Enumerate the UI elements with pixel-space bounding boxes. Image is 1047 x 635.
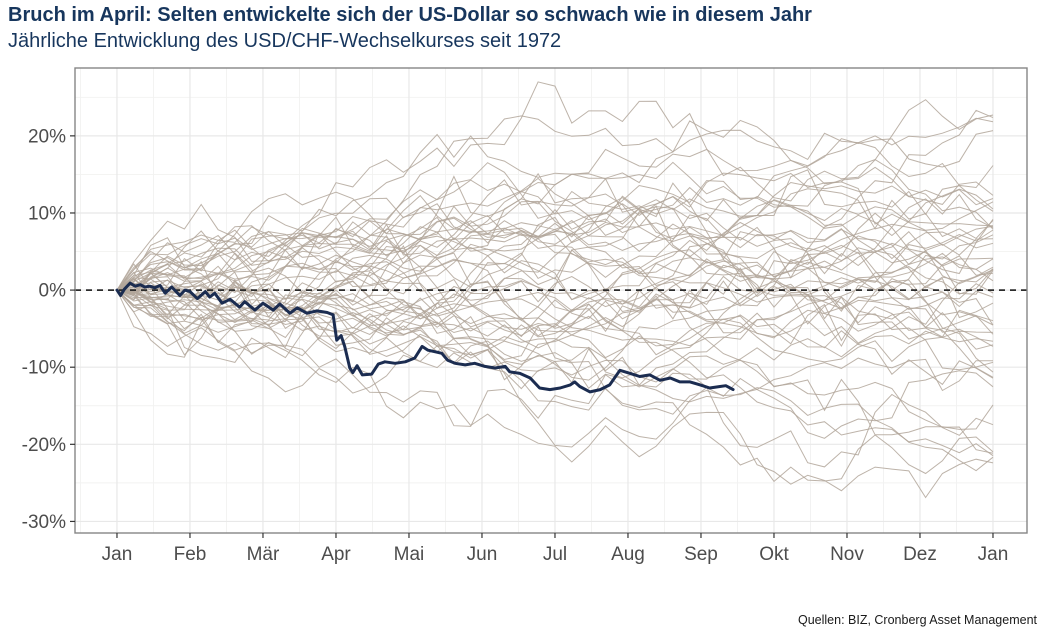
x-tick-label: Nov <box>830 544 864 565</box>
y-tick-label: -10% <box>22 358 66 379</box>
background-line <box>116 172 994 322</box>
background-line <box>116 272 994 359</box>
background-line <box>116 237 994 454</box>
background-line <box>116 226 994 305</box>
background-line <box>116 286 994 457</box>
background-line <box>116 289 994 381</box>
background-line <box>116 133 994 291</box>
background-line <box>116 161 994 291</box>
background-line <box>116 193 994 330</box>
x-tick-label: Jan <box>978 544 1009 565</box>
plot-panel <box>75 68 1027 533</box>
background-line <box>116 197 994 316</box>
y-tick-label: 20% <box>28 126 66 147</box>
x-tick-label: Mai <box>394 544 425 565</box>
background-line <box>116 203 994 319</box>
x-tick-label: Aug <box>611 544 645 565</box>
panel-border <box>74 67 1028 534</box>
x-tick-label: Mär <box>247 544 280 565</box>
x-tick-label: Jun <box>467 544 498 565</box>
background-line <box>116 276 994 499</box>
x-tick-label: Sep <box>684 544 718 565</box>
background-line <box>116 177 994 291</box>
x-tick-label: Okt <box>759 544 789 565</box>
chart-subtitle: Jährliche Entwicklung des USD/CHF-Wechse… <box>8 30 562 52</box>
background-line <box>116 212 994 340</box>
background-line <box>116 119 994 363</box>
background-line <box>116 199 994 334</box>
background-line <box>116 219 994 295</box>
background-line <box>116 109 994 303</box>
background-line <box>116 289 994 468</box>
x-tick-label: Dez <box>903 544 937 565</box>
background-line <box>116 289 993 403</box>
background-line <box>116 181 994 315</box>
chart-title: Bruch im April: Selten entwickelte sich … <box>8 4 812 26</box>
y-tick-label: 0% <box>39 281 67 302</box>
background-line <box>116 115 994 291</box>
y-tick-label: -20% <box>22 435 66 456</box>
background-line <box>116 252 994 448</box>
background-line <box>116 182 994 310</box>
source-note: Quellen: BIZ, Cronberg Asset Management <box>797 613 1037 627</box>
y-tick-label: 10% <box>28 203 66 224</box>
background-line <box>116 238 994 333</box>
background-line <box>116 258 994 347</box>
background-line <box>116 277 994 334</box>
background-line <box>116 255 994 351</box>
background-line <box>116 219 994 339</box>
background-line <box>116 237 994 338</box>
background-line <box>116 179 994 291</box>
background-line <box>116 81 994 294</box>
highlight-line-current-year <box>115 281 735 394</box>
x-tick-label: Jul <box>543 544 567 565</box>
background-line <box>116 188 994 291</box>
x-tick-label: Apr <box>321 544 351 565</box>
background-line <box>116 159 994 298</box>
y-tick-label: -30% <box>22 512 66 533</box>
x-tick-label: Jan <box>102 544 133 565</box>
background-line <box>116 289 994 483</box>
background-line <box>116 217 994 338</box>
x-tick-label: Feb <box>174 544 207 565</box>
